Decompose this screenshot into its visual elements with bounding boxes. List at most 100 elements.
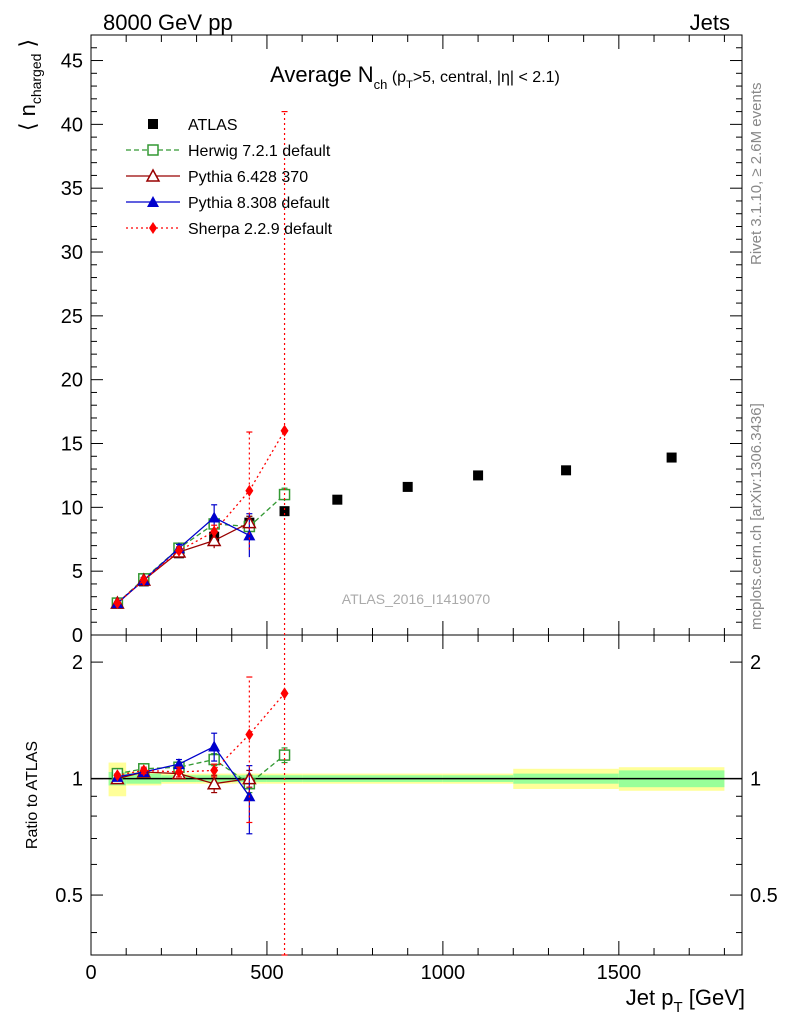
- header-left: 8000 GeV pp: [103, 10, 233, 35]
- series-herwig: [111, 487, 291, 609]
- ratio-series-line: [117, 692, 286, 776]
- ratio-y-tick-label: 2: [72, 652, 83, 674]
- ratio-x-tick-label: 0: [85, 962, 96, 984]
- series-line: [116, 522, 250, 604]
- legend-entry: Sherpa 2.2.9 default: [126, 221, 333, 238]
- ratio-bands: [91, 762, 742, 797]
- main-y-tick-label: 10: [61, 497, 83, 519]
- main-ylabel-suffix: ⟩: [15, 39, 40, 54]
- main-y-tick-label: 20: [61, 370, 83, 392]
- main-series-group: [110, 110, 677, 635]
- axis-ticks: 0 5 10 15 20 25 30 35 40 45 0 500 1000 1500 0.5 0.5 1 1 2 2: [55, 34, 778, 984]
- main-ylabel: ⟨ ncharged ⟩: [15, 39, 44, 131]
- ratio-series-group: [110, 635, 291, 956]
- data-point: [139, 574, 148, 587]
- main-ylabel-prefix: ⟨ n: [15, 104, 40, 131]
- series-atlas: [112, 452, 677, 609]
- ratio-y-tick-label: 0.5: [55, 885, 83, 907]
- data-point: [279, 506, 290, 517]
- main-ylabel-sub: charged: [28, 54, 44, 105]
- ratio-data-point: [174, 765, 183, 778]
- ratio-series-herwig: [111, 747, 291, 794]
- ratio-x-tick-label: 1000: [421, 962, 466, 984]
- legend-entry: Herwig 7.2.1 default: [126, 143, 331, 160]
- ratio-y-tick-label-right: 1: [750, 769, 761, 791]
- legend-marker: [149, 222, 157, 234]
- ratio-data-point: [245, 728, 254, 741]
- ratio-x-tick-label: 500: [250, 962, 283, 984]
- data-point: [473, 470, 484, 481]
- data-point: [332, 494, 343, 505]
- data-point: [666, 452, 677, 463]
- data-point: [210, 525, 219, 538]
- series-pythia: [110, 515, 257, 609]
- xlabel-main: Jet p: [626, 985, 674, 1010]
- data-point: [208, 511, 221, 523]
- ratio-data-point: [113, 769, 122, 782]
- main-y-tick-label: 5: [72, 561, 83, 583]
- title-rest-sub: T: [406, 79, 413, 91]
- series-line: [116, 516, 250, 604]
- series-sherpa: [113, 110, 289, 635]
- legend-entry: Pythia 6.428 370: [126, 168, 308, 186]
- ratio-data-point: [280, 687, 289, 700]
- ratio-data-point: [206, 776, 222, 790]
- series-line: [116, 494, 285, 604]
- data-point: [561, 465, 572, 476]
- analysis-watermark: ATLAS_2016_I1419070: [342, 591, 491, 607]
- ratio-data-point: [210, 764, 219, 777]
- data-point: [174, 544, 183, 557]
- xlabel-sub: T: [673, 999, 682, 1016]
- xlabel-unit: [GeV]: [683, 985, 745, 1010]
- data-point: [206, 532, 222, 547]
- ratio-x-tick-label: 1500: [597, 962, 642, 984]
- legend-marker: [147, 196, 159, 207]
- ratio-data-point: [139, 764, 148, 777]
- main-title: Average Nch (pT>5, central, |η| < 2.1): [270, 62, 560, 92]
- main-y-tick-label: 15: [61, 434, 83, 456]
- title-main: Average N: [270, 62, 374, 87]
- ratio-data-point: [208, 740, 221, 752]
- main-y-tick-label: 25: [61, 306, 83, 328]
- data-point: [402, 481, 413, 492]
- ratio-ylabel: Ratio to ATLAS: [24, 741, 41, 849]
- ratio-series-sherpa: [113, 635, 289, 956]
- main-y-tick-label: 40: [61, 114, 83, 136]
- ratio-y-tick-label: 1: [72, 769, 83, 791]
- ratio-series-line: [117, 754, 285, 785]
- legend: ATLAS Herwig 7.2.1 default Pythia 6.428 37…: [126, 117, 333, 238]
- main-y-tick-label: 45: [61, 51, 83, 73]
- ratio-y-tick-label-right: 0.5: [750, 885, 778, 907]
- main-y-tick-label: 30: [61, 242, 83, 264]
- title-rest: (p: [387, 69, 406, 86]
- data-point: [245, 484, 254, 497]
- title-tail: >5, central, |η| < 2.1): [413, 69, 560, 86]
- legend-marker: [147, 144, 159, 156]
- header-right: Jets: [690, 10, 730, 35]
- main-y-tick-label: 35: [61, 178, 83, 200]
- series-line: [116, 430, 286, 604]
- ratio-data-point: [172, 758, 185, 770]
- legend-label: Sherpa 2.2.9 default: [188, 221, 333, 238]
- legend-entry: ATLAS: [148, 117, 238, 134]
- data-point: [280, 424, 289, 437]
- title-sub: ch: [374, 77, 388, 92]
- legend-label: Herwig 7.2.1 default: [188, 143, 331, 160]
- legend-label: ATLAS: [188, 117, 238, 134]
- legend-label: Pythia 6.428 370: [188, 169, 308, 186]
- main-y-tick-label: 0: [72, 625, 83, 647]
- mcplots-label: mcplots.cern.ch [arXiv:1306.3436]: [748, 403, 765, 630]
- ratio-frame: [90, 634, 743, 956]
- legend-label: Pythia 8.308 default: [188, 195, 330, 212]
- legend-entry: Pythia 8.308 default: [126, 195, 330, 212]
- legend-marker: [145, 168, 161, 182]
- data-point: [113, 597, 122, 610]
- ratio-data-point: [278, 749, 291, 761]
- ratio-xlabel: Jet pT [GeV]: [626, 985, 745, 1016]
- data-point: [243, 529, 256, 541]
- legend-marker: [148, 119, 158, 129]
- ratio-y-tick-label-right: 2: [750, 652, 761, 674]
- rivet-label: Rivet 3.1.10, ≥ 2.6M events: [748, 83, 765, 266]
